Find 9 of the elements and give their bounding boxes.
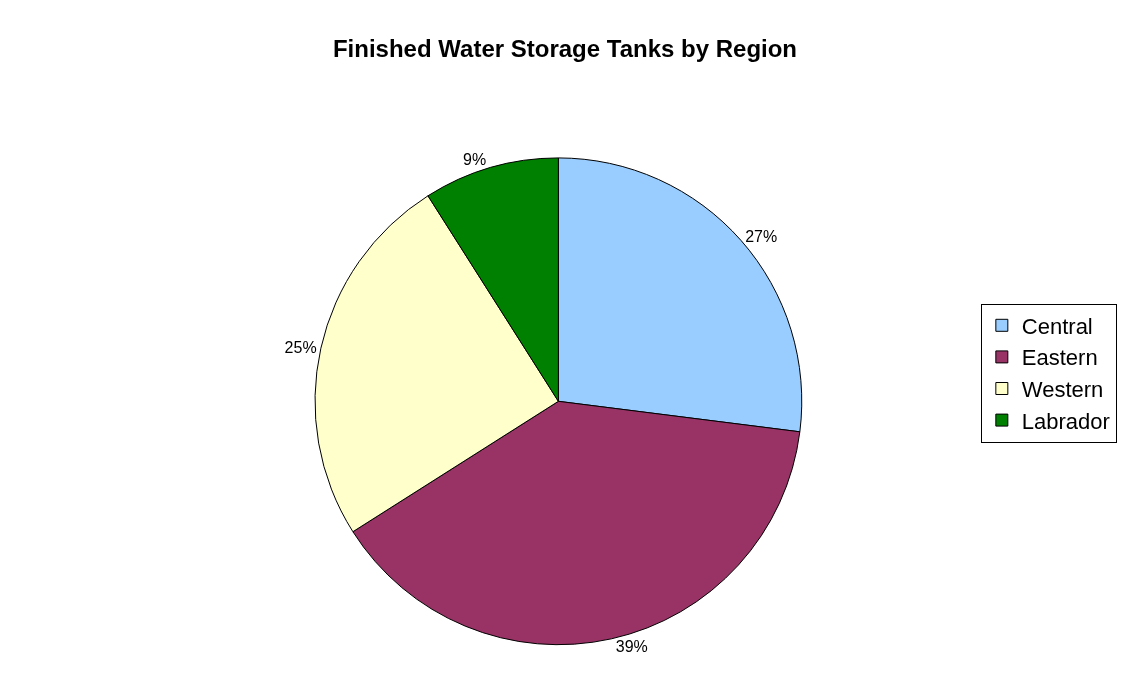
data-label: 39% bbox=[615, 638, 648, 656]
data-label: 25% bbox=[284, 339, 317, 357]
legend-label: Eastern bbox=[1021, 345, 1098, 371]
legend-label: Labrador bbox=[1021, 408, 1110, 434]
data-label: 9% bbox=[463, 151, 487, 169]
legend-label: Western bbox=[1021, 377, 1104, 403]
chart-title: Finished Water Storage Tanks by Region bbox=[332, 35, 798, 63]
legend-label: Central bbox=[1021, 313, 1093, 339]
data-label: 27% bbox=[745, 228, 778, 246]
